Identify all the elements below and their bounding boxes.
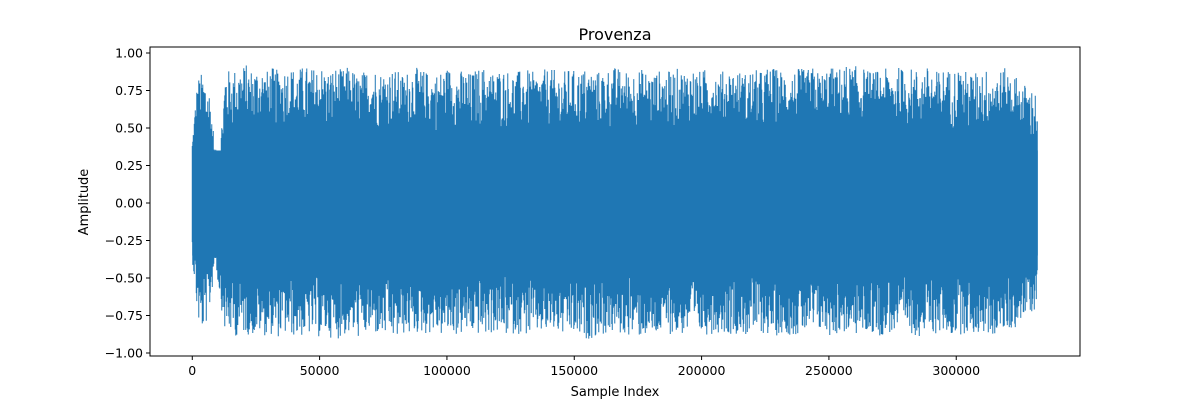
y-tick-label: −0.75 [105,308,143,323]
y-tick-label: −0.25 [105,233,143,248]
y-tick-label: 0.25 [115,158,143,173]
series-core-band [192,150,1038,256]
y-tick-label: 0.00 [115,196,143,211]
x-tick-label: 0 [188,363,196,378]
y-tick-label: 0.50 [115,121,143,136]
y-axis-title: Amplitude [77,169,92,236]
y-axis: −1.00 −0.75 −0.50 −0.25 0.00 0.25 0.50 0.75 1.00 [105,46,150,361]
chart-title: Provenza [578,25,651,44]
plot-area [149,46,1081,357]
y-tick-label: 1.00 [115,46,143,61]
y-tick-label: −0.50 [105,271,143,286]
x-axis: 0 50000 100000 150000 200000 250000 300000 [188,356,980,378]
plot-frame [149,46,1081,357]
y-tick-label: 0.75 [115,83,143,98]
x-tick-label: 150000 [550,363,598,378]
series-layer [191,65,1038,339]
x-axis-title: Sample Index [571,385,660,400]
y-tick-label: −1.00 [105,346,143,361]
x-tick-label: 200000 [678,363,726,378]
x-tick-label: 250000 [805,363,853,378]
x-tick-label: 300000 [932,363,980,378]
x-tick-label: 50000 [300,363,340,378]
x-tick-label: 100000 [423,363,471,378]
